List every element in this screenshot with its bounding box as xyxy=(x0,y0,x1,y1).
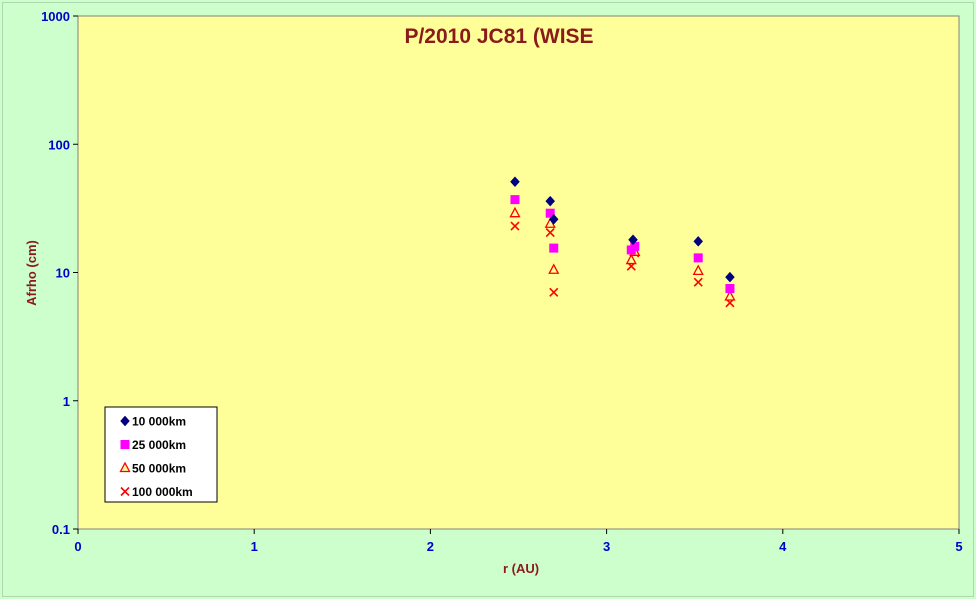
data-point-diamond xyxy=(548,213,559,225)
x-tick-label: 5 xyxy=(955,539,962,554)
data-point-triangle xyxy=(625,253,637,265)
y-axis-title: Afrho (cm) xyxy=(24,240,39,306)
data-point-triangle xyxy=(724,290,736,301)
data-point-square xyxy=(693,253,703,263)
data-point-diamond xyxy=(725,271,735,283)
y-tick-label: 1 xyxy=(63,394,70,409)
x-tick-label: 1 xyxy=(251,539,258,554)
legend-label: 50 000km xyxy=(132,462,186,476)
data-point-triangle xyxy=(548,263,560,274)
data-point-triangle xyxy=(692,264,704,276)
chart-svg: P/2010 JC81 (WISE 0.1 1 10 100 1000 0 1 2 3 4 5 r… xyxy=(24,9,963,576)
data-point-diamond xyxy=(693,235,704,247)
data-point-square xyxy=(725,284,735,294)
data-point-square xyxy=(630,241,640,251)
x-tick-label: 0 xyxy=(74,539,81,554)
data-point-diamond xyxy=(545,195,556,207)
data-point-square xyxy=(549,243,559,253)
data-point-x xyxy=(510,221,520,231)
y-tick-label: 100 xyxy=(48,137,70,152)
data-point-x xyxy=(549,287,559,297)
data-point-triangle xyxy=(509,206,521,218)
data-point-x xyxy=(545,227,555,238)
x-axis: 0 1 2 3 4 5 xyxy=(74,529,963,554)
data-point-square xyxy=(510,195,520,205)
data-points xyxy=(509,176,736,308)
data-point-square xyxy=(545,208,555,218)
legend-marker-triangle xyxy=(119,461,131,473)
x-tick-label: 4 xyxy=(779,539,787,554)
y-tick-label: 10 xyxy=(56,266,70,281)
legend-marker-x xyxy=(120,486,130,497)
legend-label: 100 000km xyxy=(132,485,193,499)
x-tick-label: 3 xyxy=(603,539,610,554)
legend-label: 10 000km xyxy=(132,415,186,429)
legend-marker-diamond xyxy=(120,415,130,427)
x-axis-title: r (AU) xyxy=(503,561,539,576)
chart-title: P/2010 JC81 (WISE xyxy=(404,25,593,48)
data-point-diamond xyxy=(628,234,638,246)
plot-area xyxy=(77,15,960,530)
y-tick-label: 0.1 xyxy=(52,522,70,537)
legend: 10 000km 25 000km 50 000km 100 000km xyxy=(104,406,218,503)
y-axis: 0.1 1 10 100 1000 xyxy=(41,9,78,537)
data-point-diamond xyxy=(510,176,520,188)
x-tick-label: 2 xyxy=(427,539,434,554)
y-tick-label: 1000 xyxy=(41,9,70,24)
legend-label: 25 000km xyxy=(132,438,186,452)
legend-marker-square xyxy=(120,440,130,449)
data-point-x xyxy=(693,277,703,287)
